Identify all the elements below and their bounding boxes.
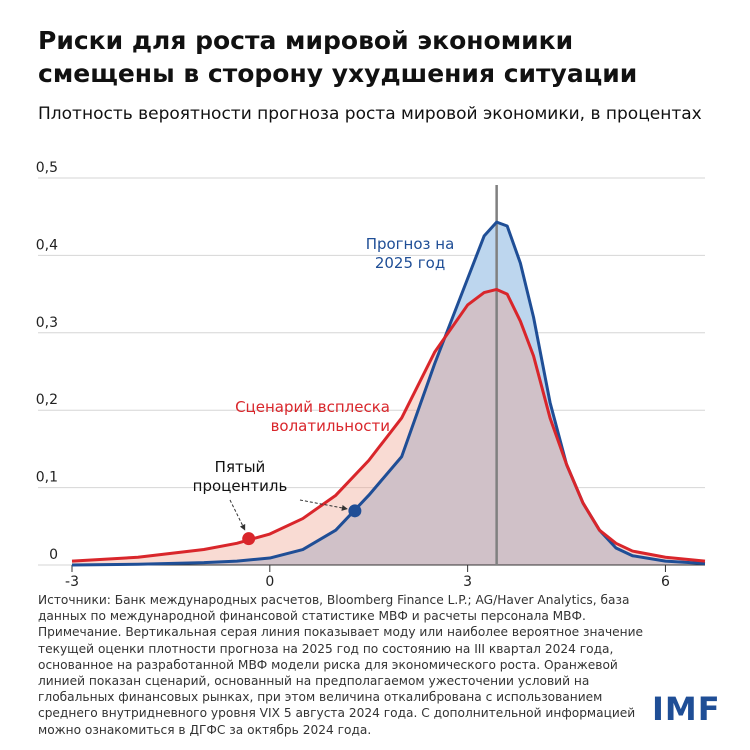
percentile-point xyxy=(348,504,362,518)
footer: Источники: Банк международных расчетов, … xyxy=(38,592,648,738)
legend-label: Прогноз на 2025 год xyxy=(365,235,455,272)
annotation: Пятый процентиль xyxy=(192,458,288,495)
x-tick-label: 6 xyxy=(661,574,670,590)
x-tick-label: -3 xyxy=(65,574,79,590)
x-tick-label: 3 xyxy=(463,574,472,590)
percentile-point xyxy=(242,532,256,546)
legend-label: Сценарий всплеска волатильности xyxy=(235,398,390,435)
y-tick-label: 0,4 xyxy=(36,237,58,253)
annotation-arrow xyxy=(299,499,348,511)
chart-subtitle: Плотность вероятности прогноза роста мир… xyxy=(38,104,702,124)
line xyxy=(71,287,706,563)
y-tick-label: 0,5 xyxy=(36,160,58,176)
area xyxy=(72,289,705,565)
logo: IMF xyxy=(652,690,721,728)
note: Примечание. Вертикальная серая линия пок… xyxy=(38,625,644,737)
sources: Источники: Банк международных расчетов, … xyxy=(38,593,630,624)
y-tick-label: 0,2 xyxy=(36,392,58,408)
y-tick-label: 0 xyxy=(49,547,58,563)
y-tick-label: 0,3 xyxy=(36,315,58,331)
y-tick-label: 0,1 xyxy=(36,470,58,486)
chart-title: Риски для роста мировой экономики смещен… xyxy=(38,26,638,88)
annotation-arrow xyxy=(229,499,246,531)
x-tick-label: 0 xyxy=(265,574,274,590)
area xyxy=(72,222,705,566)
